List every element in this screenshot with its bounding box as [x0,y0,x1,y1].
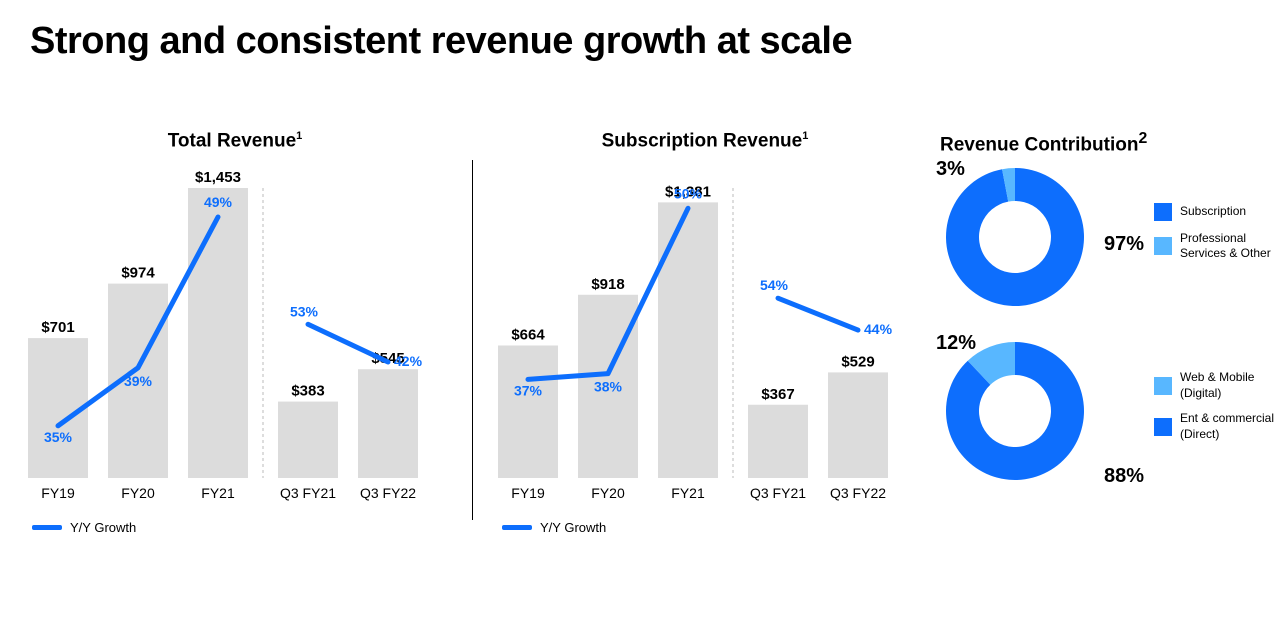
legend-swatch-icon [1154,237,1172,255]
donut-right-label: 97% [1104,233,1144,256]
legend-text: Subscription [1180,204,1246,220]
chart1-title-sup: 1 [296,130,302,142]
legend-swatch-icon [1154,418,1172,436]
growth-label: 50% [674,186,703,202]
category-label: FY21 [671,485,705,501]
slide-title: Strong and consistent revenue growth at … [30,20,1250,63]
donut-legend-item: Professional Services & Other [1154,231,1271,262]
donut-right-label: 88% [1104,465,1144,488]
bar-value-label: $918 [591,276,624,293]
growth-label: 35% [44,429,73,445]
chart2-title-text: Subscription Revenue [602,130,803,151]
chart2-title: Subscription Revenue1 [490,130,920,152]
legend-line-icon [502,525,532,530]
bar-value-label: $383 [291,383,324,400]
chart1-title-text: Total Revenue [168,130,296,151]
vertical-divider [472,160,473,520]
chart1-title: Total Revenue1 [20,130,450,152]
total-revenue-panel: Total Revenue1 $701 FY19 $974 FY20 $1,453 FY2… [20,130,450,590]
revenue-contribution-panel: Revenue Contribution2 3%97%SubscriptionP… [940,130,1280,590]
donuts-host: 3%97%SubscriptionProfessional Services &… [940,162,1280,486]
legend-text: Professional Services & Other [1180,231,1271,262]
donut-legend-item: Ent & commercial (Direct) [1154,411,1274,442]
category-label: Q3 FY22 [830,485,886,501]
category-label: FY21 [201,485,235,501]
bar [748,405,808,478]
bar-value-label: $664 [511,327,545,344]
donuts-title: Revenue Contribution2 [940,130,1280,156]
donut-legend: Subscription Professional Services & Othe… [1154,203,1271,272]
donut-top-label: 12% [936,332,976,355]
donut-legend: Web & Mobile (Digital) Ent & commercial (… [1154,370,1274,452]
legend-swatch-icon [1154,203,1172,221]
donuts-title-sup: 2 [1138,130,1147,147]
growth-label: 49% [204,194,233,210]
donut-legend-item: Web & Mobile (Digital) [1154,370,1274,401]
donut-chart [940,336,1090,486]
bar-value-label: $1,453 [195,169,241,186]
donut-legend-item: Subscription [1154,203,1271,221]
bar [358,370,418,479]
growth-label: 44% [864,321,893,337]
category-label: FY19 [511,485,545,501]
growth-label: 39% [124,373,153,389]
growth-label: 54% [760,278,789,294]
growth-label: 38% [594,379,623,395]
legend-text: Ent & commercial (Direct) [1180,411,1274,442]
bar-value-label: $701 [41,319,74,336]
legend-swatch-icon [1154,377,1172,395]
donut-top-label: 3% [936,158,965,181]
chart1-legend-label: Y/Y Growth [70,520,136,535]
legend-text: Web & Mobile (Digital) [1180,370,1254,401]
growth-line [308,325,388,363]
category-label: FY20 [591,485,625,501]
chart2-svg: $664FY19$918FY20$1,381FY21$367Q3 FY21$52… [490,158,920,508]
donut-chart [940,162,1090,312]
subscription-revenue-panel: Subscription Revenue1 $664FY19$918FY20$1… [490,130,920,590]
growth-label: 42% [394,353,423,369]
chart2-legend-label: Y/Y Growth [540,520,606,535]
category-label: Q3 FY22 [360,485,416,501]
legend-line-icon [32,525,62,530]
bar [658,203,718,479]
category-label: FY19 [41,485,75,501]
bar-value-label: $367 [761,386,794,403]
bar [278,402,338,478]
growth-label: 53% [290,304,319,320]
chart2-legend: Y/Y Growth [490,520,920,535]
donuts-title-text: Revenue Contribution [940,134,1138,155]
growth-line [778,299,858,331]
bar-value-label: $974 [121,265,155,282]
chart1-svg: $701FY19$974FY20$1,453FY21$383Q3 FY21$54… [20,158,450,508]
bar [828,373,888,479]
chart1-legend: Y/Y Growth [20,520,450,535]
donut-row: 12%88%Web & Mobile (Digital)Ent & commer… [940,336,1280,486]
donut-row: 3%97%SubscriptionProfessional Services &… [940,162,1280,312]
charts-row: Total Revenue1 $701FY19$974FY20$1,453FY2… [20,130,1260,590]
category-label: Q3 FY21 [750,485,806,501]
category-label: FY20 [121,485,155,501]
chart2-title-sup: 1 [802,130,808,142]
category-label: Q3 FY21 [280,485,336,501]
bar-value-label: $529 [841,354,874,371]
bar [188,188,248,478]
bar [498,346,558,479]
growth-label: 37% [514,383,543,399]
